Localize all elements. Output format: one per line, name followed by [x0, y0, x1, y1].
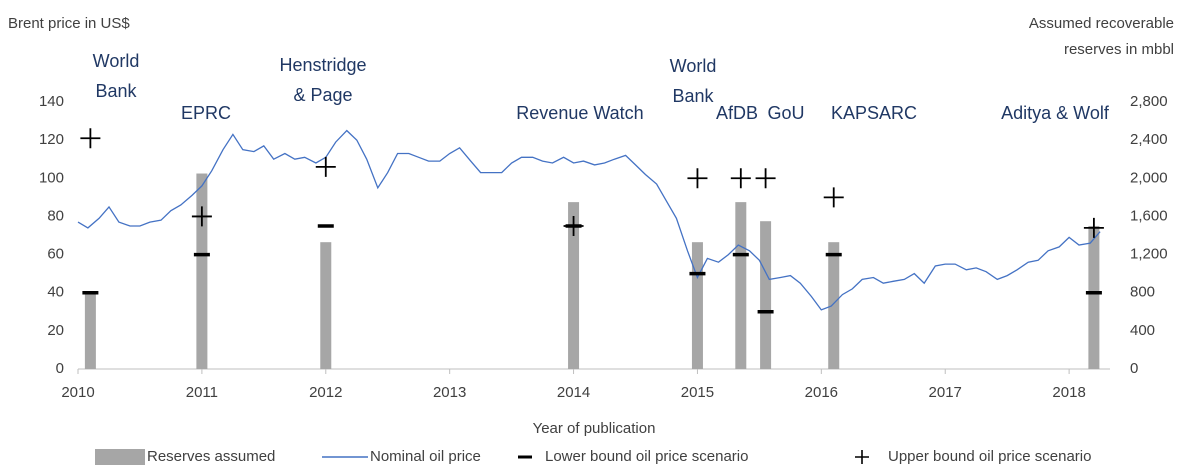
- y-tick-label: 120: [39, 131, 64, 148]
- y-tick-label: 0: [56, 360, 64, 377]
- study-label: Revenue Watch: [516, 103, 643, 123]
- y2-tick-label: 2,400: [1130, 131, 1168, 148]
- x-tick-label: 2014: [557, 384, 590, 401]
- y2-axis-label: reserves in mbbl: [1064, 41, 1174, 58]
- bar: [691, 242, 703, 369]
- y2-tick-label: 800: [1130, 284, 1155, 301]
- upper-marker: [823, 187, 844, 208]
- y2-tick-label: 2,800: [1130, 93, 1168, 110]
- upper-marker: [730, 168, 751, 189]
- y2-axis-label: Assumed recoverable: [1029, 15, 1174, 32]
- legend-label: Nominal oil price: [370, 448, 481, 465]
- x-tick-label: 2016: [805, 384, 838, 401]
- x-tick-label: 2012: [309, 384, 342, 401]
- upper-marker: [80, 128, 101, 149]
- y-tick-label: 140: [39, 93, 64, 110]
- study-label: EPRC: [181, 103, 231, 123]
- upper-marker: [315, 156, 336, 177]
- y2-tick-label: 400: [1130, 322, 1155, 339]
- x-tick-label: 2018: [1052, 384, 1085, 401]
- legend-label: Reserves assumed: [147, 448, 275, 465]
- legend-label: Lower bound oil price scenario: [545, 448, 748, 465]
- study-label: World: [670, 56, 717, 76]
- y2-tick-label: 1,600: [1130, 207, 1168, 224]
- bar: [84, 292, 96, 369]
- study-label: GoU: [767, 103, 804, 123]
- price-line: [77, 129, 1101, 311]
- bar: [568, 202, 580, 369]
- bar: [196, 173, 208, 369]
- upper-marker: [1083, 217, 1104, 238]
- upper-marker: [687, 168, 708, 189]
- y-tick-label: 20: [47, 322, 64, 339]
- y-tick-label: 80: [47, 207, 64, 224]
- y2-tick-label: 0: [1130, 360, 1138, 377]
- legend-label: Upper bound oil price scenario: [888, 448, 1091, 465]
- x-tick-label: 2011: [186, 384, 218, 401]
- study-label: AfDB: [716, 103, 758, 123]
- bar: [735, 202, 747, 369]
- x-axis-label: Year of publication: [533, 420, 656, 437]
- legend-swatch: [95, 449, 145, 465]
- y-tick-label: 40: [47, 284, 64, 301]
- study-label: Henstridge: [279, 55, 366, 75]
- study-label: & Page: [293, 85, 352, 105]
- legend-swatch: [855, 450, 869, 464]
- bar: [320, 242, 332, 369]
- study-label: KAPSARC: [831, 103, 917, 123]
- x-tick-label: 2013: [433, 384, 466, 401]
- study-label: Aditya & Wolf: [1001, 103, 1110, 123]
- y-tick-label: 100: [39, 169, 64, 186]
- upper-marker: [191, 206, 212, 227]
- x-tick-label: 2017: [929, 384, 962, 401]
- upper-marker: [755, 168, 776, 189]
- x-tick-label: 2010: [61, 384, 94, 401]
- y-tick-label: 60: [47, 246, 64, 263]
- upper-marker: [563, 215, 584, 236]
- study-label: Bank: [672, 86, 714, 106]
- y-axis-label: Brent price in US$: [8, 15, 130, 32]
- study-label: World: [93, 51, 140, 71]
- bar: [828, 242, 840, 369]
- bar: [760, 221, 772, 369]
- y2-tick-label: 1,200: [1130, 246, 1168, 263]
- study-label: Bank: [95, 81, 137, 101]
- y2-tick-label: 2,000: [1130, 169, 1168, 186]
- bar: [1088, 225, 1100, 369]
- x-tick-label: 2015: [681, 384, 714, 401]
